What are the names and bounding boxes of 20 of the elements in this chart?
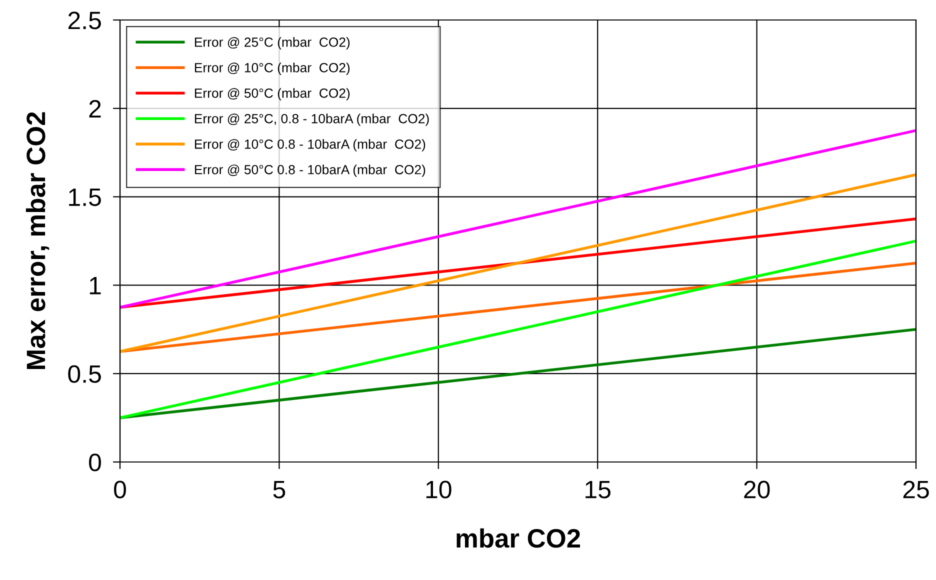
- x-tick-label: 0: [114, 480, 126, 498]
- y-axis-title: Max error, mbar CO2: [26, 112, 50, 370]
- x-tick-label: 20: [744, 480, 770, 498]
- y-tick-label: 0: [89, 454, 101, 472]
- x-axis-title: mbar CO2: [456, 528, 580, 548]
- legend-label: Error @ 50°C 0.8 - 10barA (mbar CO2): [194, 164, 426, 177]
- legend-label: Error @ 50°C (mbar CO2): [194, 88, 350, 100]
- legend-label: Error @ 25°C (mbar CO2): [194, 37, 350, 50]
- y-tick-label: 1: [90, 277, 101, 294]
- x-tick-label: 10: [426, 480, 452, 498]
- y-tick-label: 1.5: [69, 188, 101, 206]
- legend-label: Error @ 10°C (mbar CO2): [194, 62, 350, 75]
- legend-label: Error @ 25°C, 0.8 - 10barA (mbar CO2): [194, 114, 429, 126]
- x-tick-label: 25: [903, 480, 929, 498]
- x-tick-label: 5: [273, 480, 286, 498]
- x-tick-label: 15: [586, 480, 610, 498]
- y-tick-label: 2.5: [68, 12, 101, 30]
- y-tick-label: 0.5: [68, 365, 101, 383]
- y-tick-label: 2: [89, 100, 101, 118]
- legend-label: Error @ 10°C 0.8 - 10barA (mbar CO2): [194, 139, 426, 152]
